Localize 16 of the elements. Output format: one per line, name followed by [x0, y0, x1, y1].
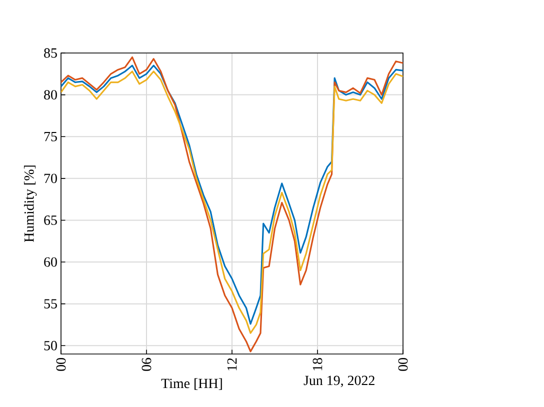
x-tick-label: 00 — [398, 358, 408, 371]
y-tick-label: 80 — [44, 90, 57, 100]
y-tick-label: 60 — [44, 257, 57, 267]
y-tick-label: 50 — [44, 340, 57, 350]
y-tick-label: 70 — [44, 174, 57, 184]
x-tick-label: 06 — [142, 358, 152, 371]
x-tick-label: 12 — [227, 358, 237, 370]
y-axis-title: Humidity [%] — [24, 166, 37, 242]
x-axis-title: Time [HH] — [161, 378, 222, 390]
y-tick-label: 65 — [44, 216, 57, 225]
x-tick-label: 18 — [312, 358, 322, 370]
y-tick-label: 55 — [44, 299, 57, 308]
text: Jun 19, 2022 — [304, 376, 374, 388]
y-tick-label: 85 — [44, 48, 57, 58]
y-tick-label: 75 — [44, 132, 57, 142]
x-tick-label: 00 — [56, 358, 66, 371]
